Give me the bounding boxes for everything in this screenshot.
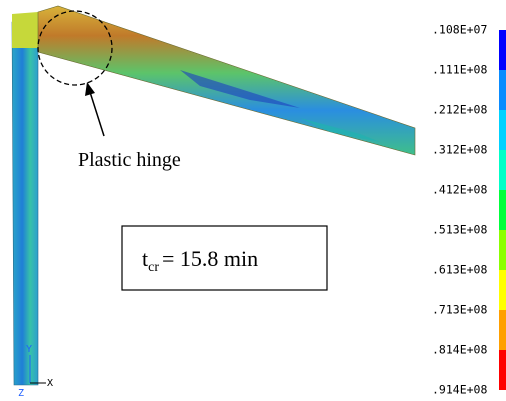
legend-swatch (499, 350, 506, 390)
axis-z: Z (18, 388, 24, 399)
legend-swatch (499, 310, 506, 350)
value-text: = 15.8 min (162, 246, 258, 271)
legend-label: .212E+08 (432, 103, 487, 117)
arrow-head (85, 82, 95, 96)
legend-swatch (499, 110, 506, 150)
annotation: Plastic hinge (78, 149, 181, 171)
figure: Plastic hinge tcr= 15.8 min Y Z X .108E+… (0, 0, 506, 401)
legend-label: .613E+08 (432, 263, 487, 277)
legend-label: .108E+07 (432, 23, 487, 37)
axis-x: X (47, 378, 53, 389)
legend-label: .412E+08 (432, 183, 487, 197)
legend-swatch (499, 230, 506, 270)
arrow (90, 92, 104, 136)
legend-swatch (499, 150, 506, 190)
legend-label: .914E+08 (432, 383, 487, 397)
legend-label: .814E+08 (432, 343, 487, 357)
legend-swatch (499, 70, 506, 110)
legend: .108E+07 .111E+08 .212E+08 .312E+08 .412E+08… (432, 23, 506, 397)
legend-swatch (499, 270, 506, 310)
legend-label: .513E+08 (432, 223, 487, 237)
axis-y: Y (26, 344, 32, 355)
legend-label: .312E+08 (432, 143, 487, 157)
subscript: cr (148, 260, 159, 275)
legend-label: .713E+08 (432, 303, 487, 317)
legend-swatch (499, 30, 506, 70)
legend-swatch (499, 190, 506, 230)
legend-label: .111E+08 (432, 63, 487, 77)
structure (12, 6, 415, 385)
